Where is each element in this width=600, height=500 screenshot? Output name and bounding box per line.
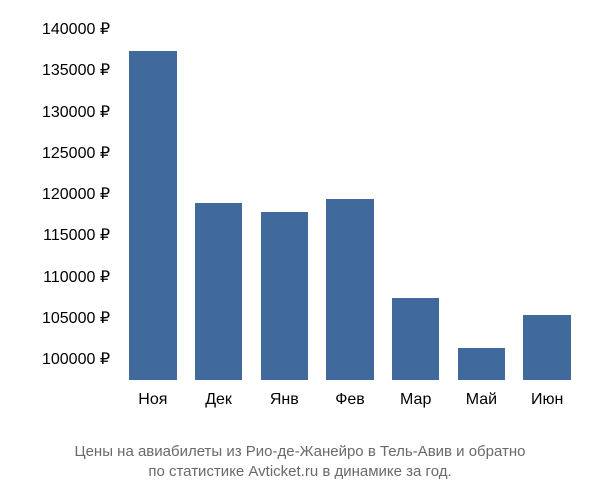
y-tick-label: 110000 ₽ (10, 270, 110, 286)
y-tick-label: 135000 ₽ (10, 63, 110, 79)
caption-line-2: по статистике Avticket.ru в динамике за … (148, 463, 451, 480)
x-axis: Ноя Дек Янв Фев Мар Май Июн (120, 385, 580, 415)
x-tick-label: Дек (205, 391, 232, 409)
bar-chart: 100000 ₽ 105000 ₽ 110000 ₽ 115000 ₽ 120000 ₽… (10, 10, 590, 430)
x-tick-label: Янв (270, 391, 299, 409)
y-tick-label: 100000 ₽ (10, 352, 110, 368)
y-axis: 100000 ₽ 105000 ₽ 110000 ₽ 115000 ₽ 120000 ₽… (10, 10, 110, 380)
x-tick-label: Май (466, 391, 497, 409)
bar (261, 212, 308, 381)
bar (129, 51, 176, 380)
bar (326, 199, 373, 380)
caption-line-1: Цены на авиабилеты из Рио-де-Жанейро в Т… (74, 443, 525, 460)
x-tick-label: Фев (335, 391, 365, 409)
chart-caption: Цены на авиабилеты из Рио-де-Жанейро в Т… (0, 442, 600, 483)
plot-area (120, 10, 580, 380)
y-tick-label: 125000 ₽ (10, 146, 110, 162)
y-tick-label: 130000 ₽ (10, 105, 110, 121)
x-tick-label: Мар (400, 391, 431, 409)
y-tick-label: 105000 ₽ (10, 311, 110, 327)
y-tick-label: 115000 ₽ (10, 228, 110, 244)
bar (195, 203, 242, 380)
bar (392, 298, 439, 380)
y-tick-label: 140000 ₽ (10, 22, 110, 38)
y-tick-label: 120000 ₽ (10, 187, 110, 203)
bar (458, 348, 505, 380)
bar (523, 315, 570, 380)
x-tick-label: Июн (531, 391, 563, 409)
x-tick-label: Ноя (138, 391, 167, 409)
